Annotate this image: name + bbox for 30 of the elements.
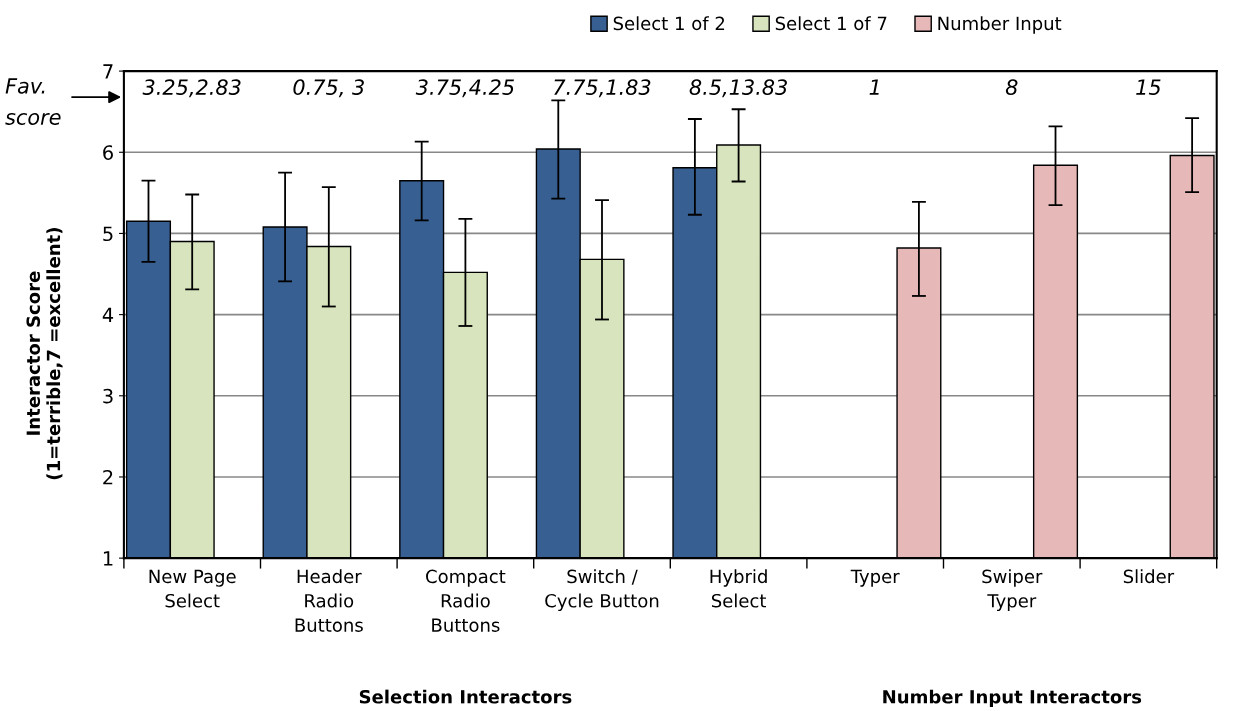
y-tick-label: 3 bbox=[103, 388, 113, 404]
annotation: 1 bbox=[869, 79, 879, 95]
annotation: 8 bbox=[1005, 79, 1018, 95]
y-tick-label: 7 bbox=[103, 64, 113, 79]
y-tick-label: 1 bbox=[103, 551, 113, 566]
annotation: 3.25,2.83 bbox=[142, 79, 241, 98]
x-tick-label: Slider bbox=[1123, 569, 1175, 584]
y-tick-label: 6 bbox=[103, 145, 113, 160]
annotation: 15 bbox=[1136, 79, 1161, 95]
legend-label: Select 1 of 7 bbox=[775, 16, 887, 31]
legend-label: Select 1 of 2 bbox=[613, 16, 725, 31]
annotation: 8.5,13.83 bbox=[689, 79, 787, 98]
text: Number Input Interactors bbox=[883, 689, 1142, 708]
text: Fav. score bbox=[5, 78, 61, 125]
annotation: 3.75,4.25 bbox=[415, 79, 514, 98]
x-tick-label: New Page Select bbox=[149, 569, 236, 608]
y-tick-label: 4 bbox=[102, 307, 114, 322]
x-tick-label: Compact Radio Buttons bbox=[426, 569, 506, 632]
x-tick-label: Swiper Typer bbox=[982, 569, 1043, 612]
annotation: 7.75,1.83 bbox=[554, 79, 651, 98]
x-tick-label: Typer bbox=[850, 569, 900, 587]
x-tick-label: Switch / Cycle Button bbox=[545, 569, 659, 612]
x-tick-label: Hybrid Select bbox=[710, 569, 767, 608]
x-tick-label: Header Radio Buttons bbox=[295, 569, 363, 632]
y-tick-label: 2 bbox=[103, 469, 113, 485]
y-tick-label: 5 bbox=[103, 226, 113, 242]
text: Selection Interactors bbox=[359, 689, 572, 704]
y-axis-title: Interactor Score (1=terrible,7 =excellent) bbox=[26, 228, 63, 480]
legend-label: Number Input bbox=[938, 16, 1062, 34]
annotation: 0.75, 3 bbox=[293, 79, 364, 98]
